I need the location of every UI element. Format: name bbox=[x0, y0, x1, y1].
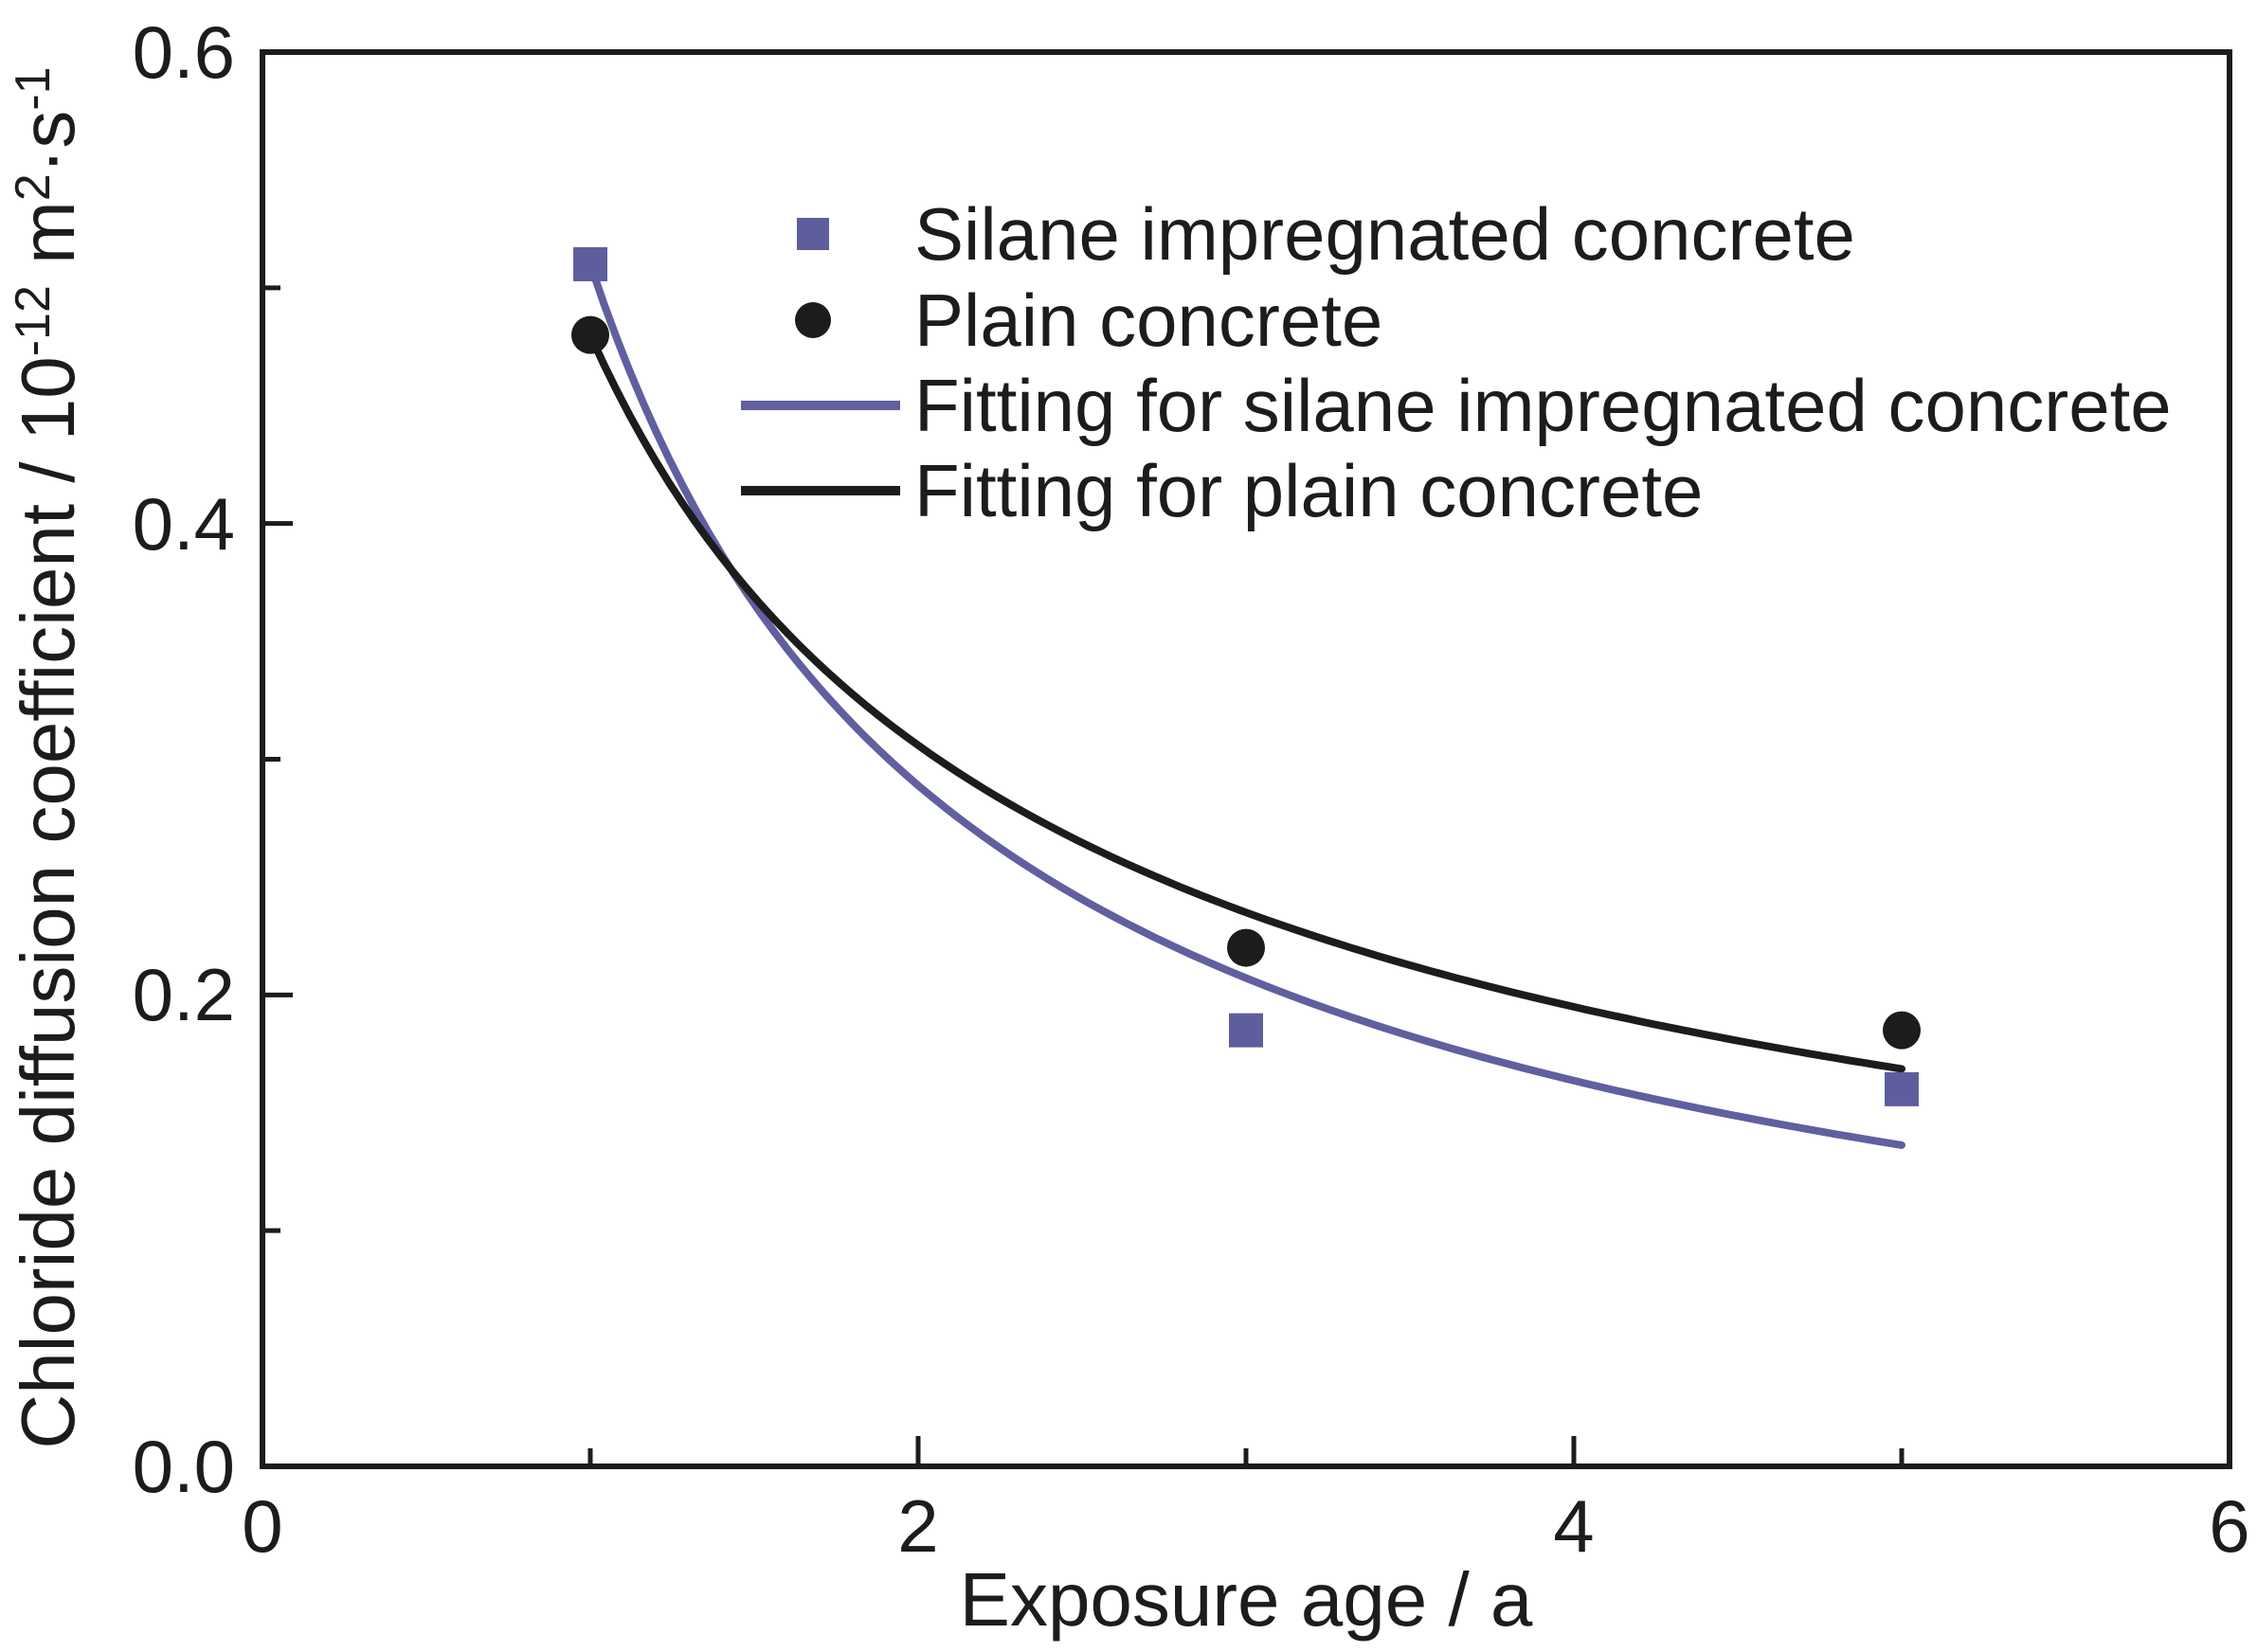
y-axis-title-superscript: 2 bbox=[6, 173, 61, 201]
legend-label-silane-concrete: Silane impregnated concrete bbox=[914, 192, 1855, 276]
y-axis-title-segment: m bbox=[6, 201, 90, 285]
data-point-square bbox=[1229, 1013, 1263, 1048]
fit-curve bbox=[587, 331, 1905, 1073]
y-axis-title-segment: ·s bbox=[6, 111, 90, 174]
legend-square-marker bbox=[797, 218, 829, 250]
x-tick-label-2: 2 bbox=[897, 1484, 938, 1568]
legend: Silane impregnated concrete Plain concre… bbox=[741, 192, 2172, 532]
data-markers bbox=[571, 246, 1921, 1106]
y-axis-title: Chloride diffusion coefficient / 10-12 m… bbox=[6, 66, 90, 1448]
axis-ticks bbox=[260, 49, 2232, 1469]
fit-curve bbox=[587, 260, 1905, 1149]
x-tick-label-0: 0 bbox=[242, 1484, 282, 1568]
legend-label-plain-concrete: Plain concrete bbox=[914, 278, 1382, 362]
x-tick-label-4: 4 bbox=[1553, 1484, 1594, 1568]
x-tick-label-6: 6 bbox=[2209, 1484, 2249, 1568]
x-axis-title: Exposure age / a bbox=[960, 1557, 1533, 1642]
y-axis-title-superscript: -12 bbox=[6, 285, 61, 356]
y-axis-title-segment: Chloride diffusion coefficient / 10 bbox=[6, 356, 90, 1448]
data-point-circle bbox=[1883, 1011, 1921, 1050]
y-tick-label-0.0: 0.0 bbox=[133, 1425, 235, 1508]
legend-label-fitting-plain: Fitting for plain concrete bbox=[914, 449, 1703, 532]
x-axis-tick-labels: 0 2 4 6 bbox=[242, 1484, 2249, 1568]
y-tick-label-0.6: 0.6 bbox=[133, 10, 235, 94]
data-point-circle bbox=[1227, 928, 1265, 967]
data-point-circle bbox=[571, 315, 609, 354]
y-tick-label-0.4: 0.4 bbox=[133, 482, 235, 566]
fit-curves bbox=[587, 260, 1905, 1149]
legend-label-fitting-silane: Fitting for silane impregnated concrete bbox=[914, 364, 2172, 447]
legend-circle-marker bbox=[795, 302, 831, 338]
data-point-square bbox=[573, 246, 607, 281]
y-axis-tick-labels: 0.0 0.2 0.4 0.6 bbox=[133, 10, 235, 1508]
data-point-square bbox=[1885, 1071, 1919, 1106]
y-axis-title-superscript: -1 bbox=[6, 66, 61, 110]
y-tick-label-0.2: 0.2 bbox=[133, 953, 235, 1036]
